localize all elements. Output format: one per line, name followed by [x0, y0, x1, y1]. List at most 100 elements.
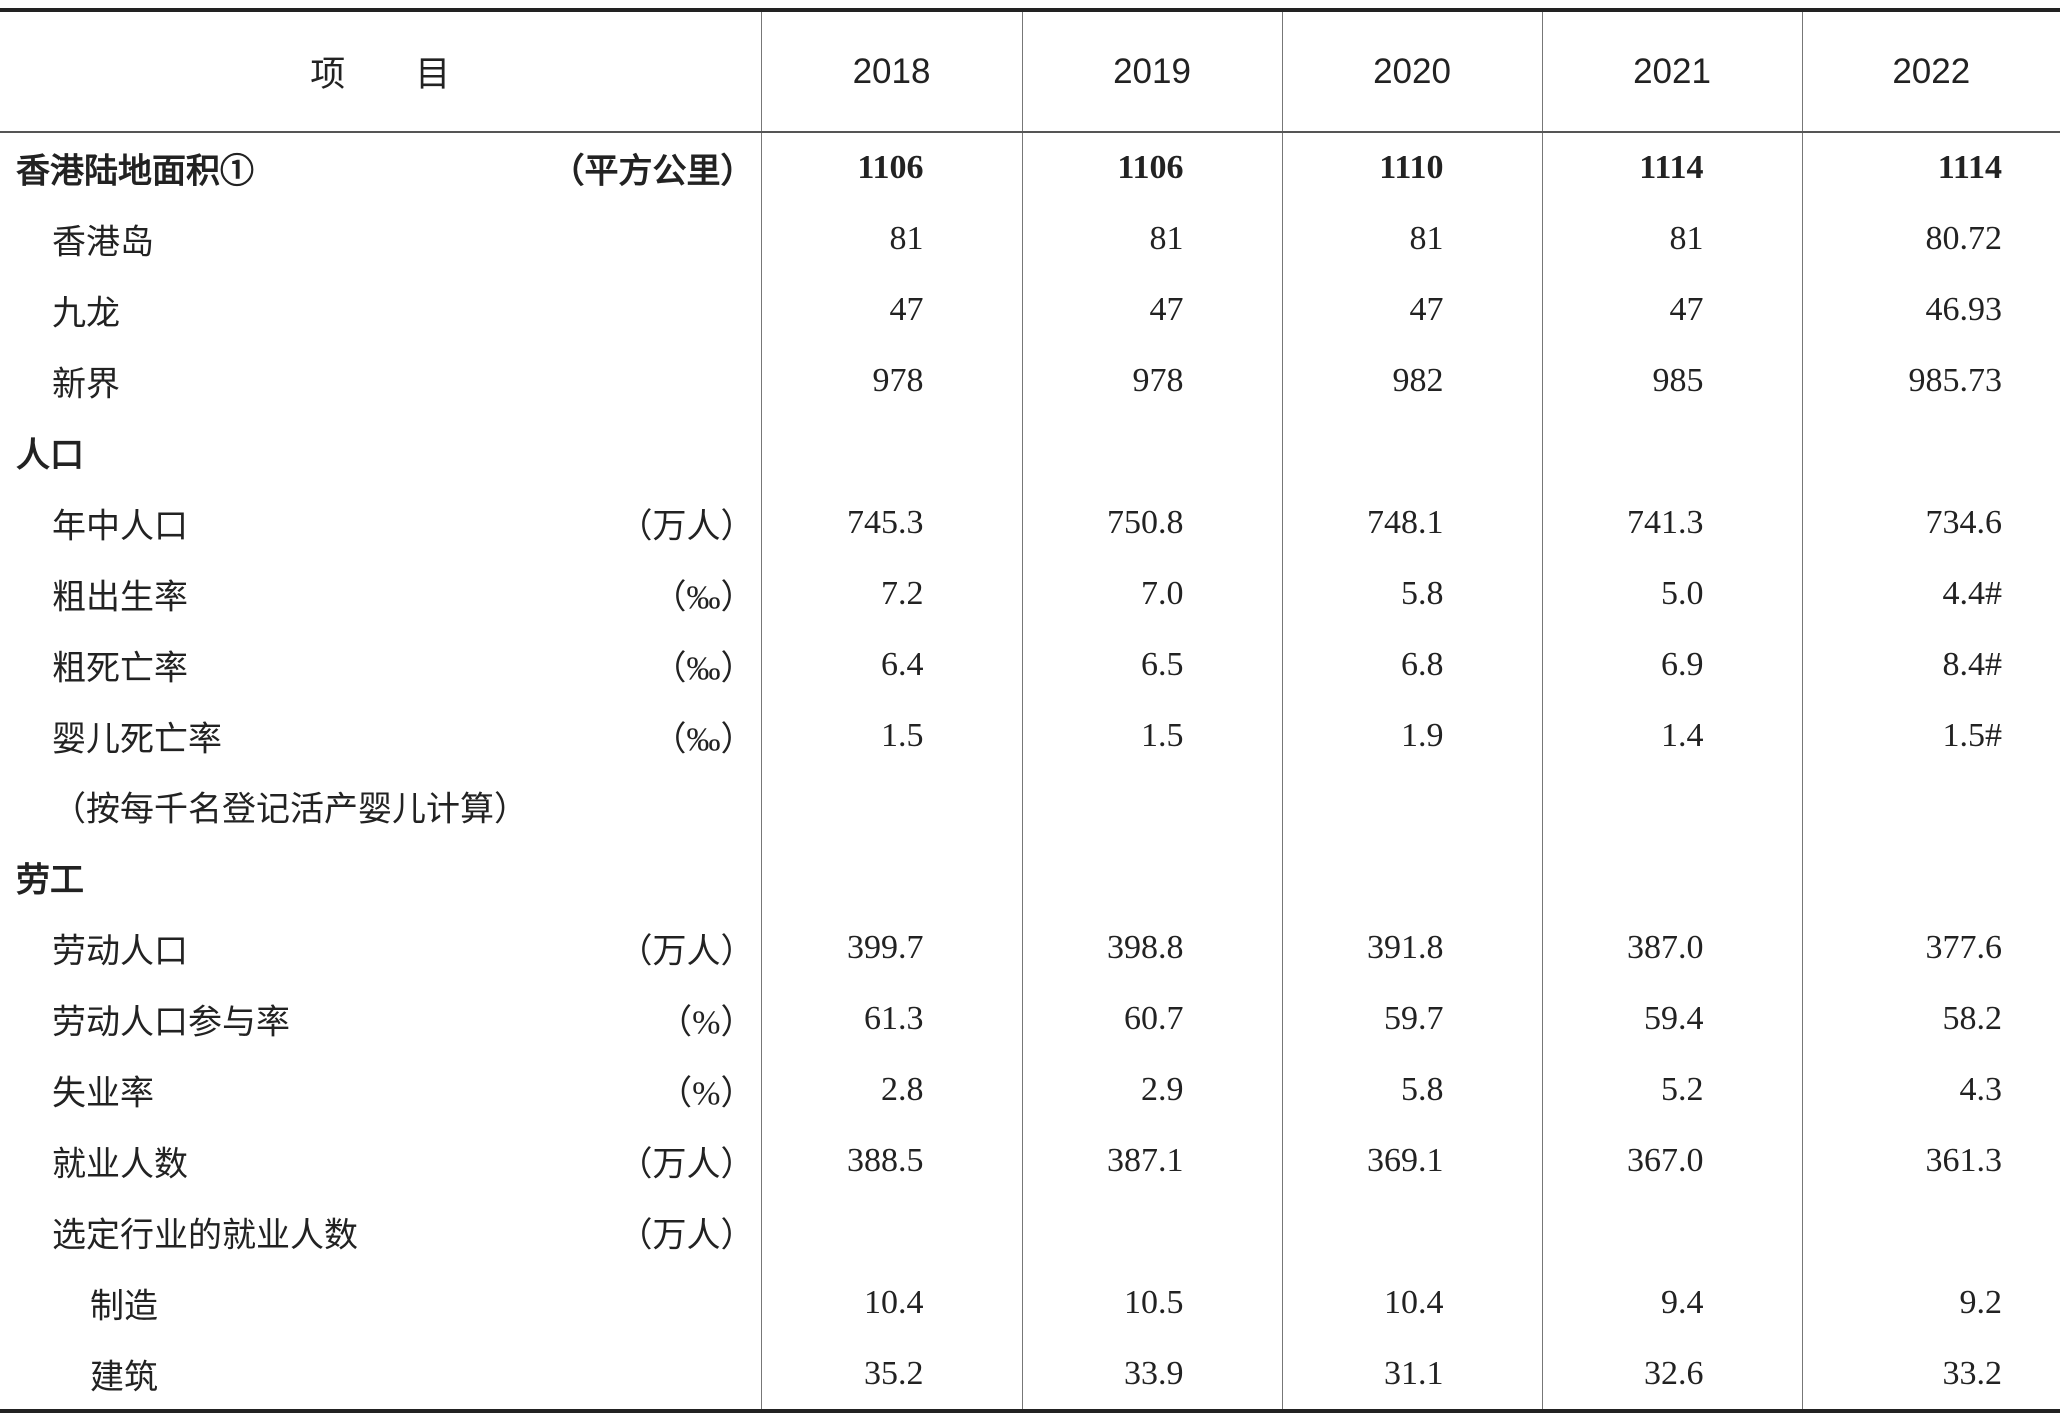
table-row: 人口: [0, 416, 2060, 488]
data-table: 项 目 2018 2019 2020 2021 2022 香港陆地面积① （平方公里） 110…: [0, 8, 2060, 1413]
value-cell: 59.4: [1541, 983, 1802, 1055]
table-row: 建筑 35.2 33.9 31.1 32.6 33.2: [0, 1338, 2060, 1413]
value-cell: [1541, 1196, 1802, 1268]
value-cell: 1.5: [1021, 700, 1282, 772]
value-cell: [1021, 416, 1282, 488]
header-cell: 2018: [760, 8, 1022, 133]
value-cell: 4.4#: [1801, 558, 2060, 630]
value-cell: 734.6: [1801, 487, 2060, 559]
unit: （‰）: [652, 650, 755, 688]
value-cell: 1.5#: [1801, 700, 2060, 772]
value-cell: 7.0: [1021, 558, 1282, 630]
value-cell: [1281, 416, 1542, 488]
row-label: （按每千名登记活产婴儿计算）: [52, 791, 528, 829]
unit: （平方公里）: [550, 153, 755, 191]
value-cell: 1106: [1021, 132, 1282, 204]
header-cell: 2019: [1021, 8, 1282, 133]
value-cell: 33.9: [1021, 1338, 1282, 1413]
row-label-cell: 粗出生率 （‰）: [0, 558, 761, 629]
value-cell: 750.8: [1021, 487, 1282, 559]
value-cell: 60.7: [1021, 983, 1282, 1055]
row-label: 劳动人口参与率: [52, 1004, 290, 1042]
value-cell: 377.6: [1801, 912, 2060, 984]
value-cell: 81: [1021, 203, 1282, 275]
value-cell: [760, 1196, 1022, 1268]
value-cell: 6.4: [760, 629, 1022, 701]
value-cell: 10.4: [1281, 1267, 1542, 1339]
row-label: 建筑: [90, 1359, 158, 1397]
unit: （万人）: [618, 933, 755, 971]
value-cell: [1281, 841, 1542, 913]
table-row: 婴儿死亡率 （‰） 1.5 1.5 1.9 1.4 1.5#: [0, 700, 2060, 772]
value-cell: [1801, 841, 2060, 913]
row-label-cell: 粗死亡率 （‰）: [0, 629, 761, 700]
row-label-cell: 选定行业的就业人数 （万人）: [0, 1196, 761, 1267]
value-cell: 58.2: [1801, 983, 2060, 1055]
value-cell: 9.4: [1541, 1267, 1802, 1339]
value-cell: 81: [760, 203, 1022, 275]
value-cell: 387.1: [1021, 1125, 1282, 1197]
value-cell: [1801, 771, 2060, 842]
value-cell: 8.4#: [1801, 629, 2060, 701]
row-label-cell: 就业人数 （万人）: [0, 1125, 761, 1196]
value-cell: 35.2: [760, 1338, 1022, 1413]
value-cell: 1106: [760, 132, 1022, 204]
unit: （万人）: [618, 1217, 755, 1255]
value-cell: 5.2: [1541, 1054, 1802, 1126]
value-cell: 978: [1021, 345, 1282, 417]
value-cell: 388.5: [760, 1125, 1022, 1197]
value-cell: 4.3: [1801, 1054, 2060, 1126]
value-cell: [1541, 841, 1802, 913]
value-cell: 32.6: [1541, 1338, 1802, 1413]
row-label-cell: 九龙: [0, 275, 761, 346]
table-row: 香港岛 81 81 81 81 80.72: [0, 203, 2060, 275]
value-cell: 5.8: [1281, 558, 1542, 630]
row-label: 香港陆地面积①: [16, 153, 254, 191]
value-cell: 6.5: [1021, 629, 1282, 701]
row-label: 制造: [90, 1288, 158, 1326]
value-cell: 361.3: [1801, 1125, 2060, 1197]
value-cell: 1114: [1801, 132, 2060, 204]
value-cell: 33.2: [1801, 1338, 2060, 1413]
value-cell: 2.8: [760, 1054, 1022, 1126]
value-cell: 47: [760, 274, 1022, 346]
value-cell: 978: [760, 345, 1022, 417]
value-cell: 391.8: [1281, 912, 1542, 984]
value-cell: [1281, 1196, 1542, 1268]
row-label-cell: 香港岛: [0, 204, 761, 275]
table-row: 年中人口 （万人） 745.3 750.8 748.1 741.3 734.6: [0, 487, 2060, 559]
header-cell: 2021: [1541, 8, 1802, 133]
unit: （‰）: [652, 721, 755, 759]
row-label: 香港岛: [52, 224, 154, 262]
value-cell: 9.2: [1801, 1267, 2060, 1339]
value-cell: 1.4: [1541, 700, 1802, 772]
value-cell: 6.8: [1281, 629, 1542, 701]
row-label: 婴儿死亡率: [52, 721, 222, 759]
value-cell: 741.3: [1541, 487, 1802, 559]
value-cell: 745.3: [760, 487, 1022, 559]
row-label-cell: 劳动人口参与率 （%）: [0, 984, 761, 1055]
row-label-cell: 劳动人口 （万人）: [0, 913, 761, 984]
row-label: 失业率: [52, 1075, 154, 1113]
value-cell: 6.9: [1541, 629, 1802, 701]
row-label-cell: 婴儿死亡率 （‰）: [0, 700, 761, 771]
header-cell: 2020: [1281, 8, 1542, 133]
value-cell: [1801, 1196, 2060, 1268]
row-label-cell: 年中人口 （万人）: [0, 487, 761, 558]
value-cell: [760, 841, 1022, 913]
value-cell: 387.0: [1541, 912, 1802, 984]
table-row: 香港陆地面积① （平方公里） 1106 1106 1110 1114 1114: [0, 132, 2060, 204]
value-cell: [1541, 416, 1802, 488]
value-cell: 80.72: [1801, 203, 2060, 275]
value-cell: 399.7: [760, 912, 1022, 984]
value-cell: 47: [1541, 274, 1802, 346]
value-cell: 61.3: [760, 983, 1022, 1055]
value-cell: 46.93: [1801, 274, 2060, 346]
value-cell: 5.8: [1281, 1054, 1542, 1126]
row-label-cell: 香港陆地面积① （平方公里）: [0, 132, 761, 204]
value-cell: 1.9: [1281, 700, 1542, 772]
row-label: 年中人口: [52, 508, 188, 546]
value-cell: 369.1: [1281, 1125, 1542, 1197]
unit: （万人）: [618, 1146, 755, 1184]
